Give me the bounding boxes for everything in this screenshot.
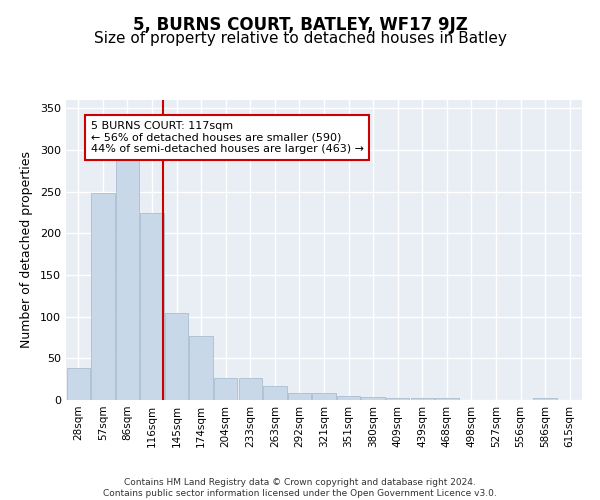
Text: Size of property relative to detached houses in Batley: Size of property relative to detached ho… [94, 31, 506, 46]
Bar [140, 212, 164, 400]
Bar [67, 368, 90, 400]
Bar [91, 194, 115, 400]
Text: Contains HM Land Registry data © Crown copyright and database right 2024.
Contai: Contains HM Land Registry data © Crown c… [103, 478, 497, 498]
Bar [288, 392, 311, 400]
Bar [533, 398, 557, 400]
Bar [313, 394, 335, 400]
Bar [410, 398, 434, 400]
Bar [361, 396, 385, 400]
Y-axis label: Number of detached properties: Number of detached properties [20, 152, 33, 348]
Text: 5, BURNS COURT, BATLEY, WF17 9JZ: 5, BURNS COURT, BATLEY, WF17 9JZ [133, 16, 467, 34]
Bar [165, 314, 188, 400]
Text: 5 BURNS COURT: 117sqm
← 56% of detached houses are smaller (590)
44% of semi-det: 5 BURNS COURT: 117sqm ← 56% of detached … [91, 121, 364, 154]
Bar [116, 158, 139, 400]
Bar [214, 378, 238, 400]
Bar [435, 398, 458, 400]
Bar [190, 336, 213, 400]
Bar [337, 396, 360, 400]
Bar [239, 378, 262, 400]
Bar [386, 398, 409, 400]
Bar [263, 386, 287, 400]
